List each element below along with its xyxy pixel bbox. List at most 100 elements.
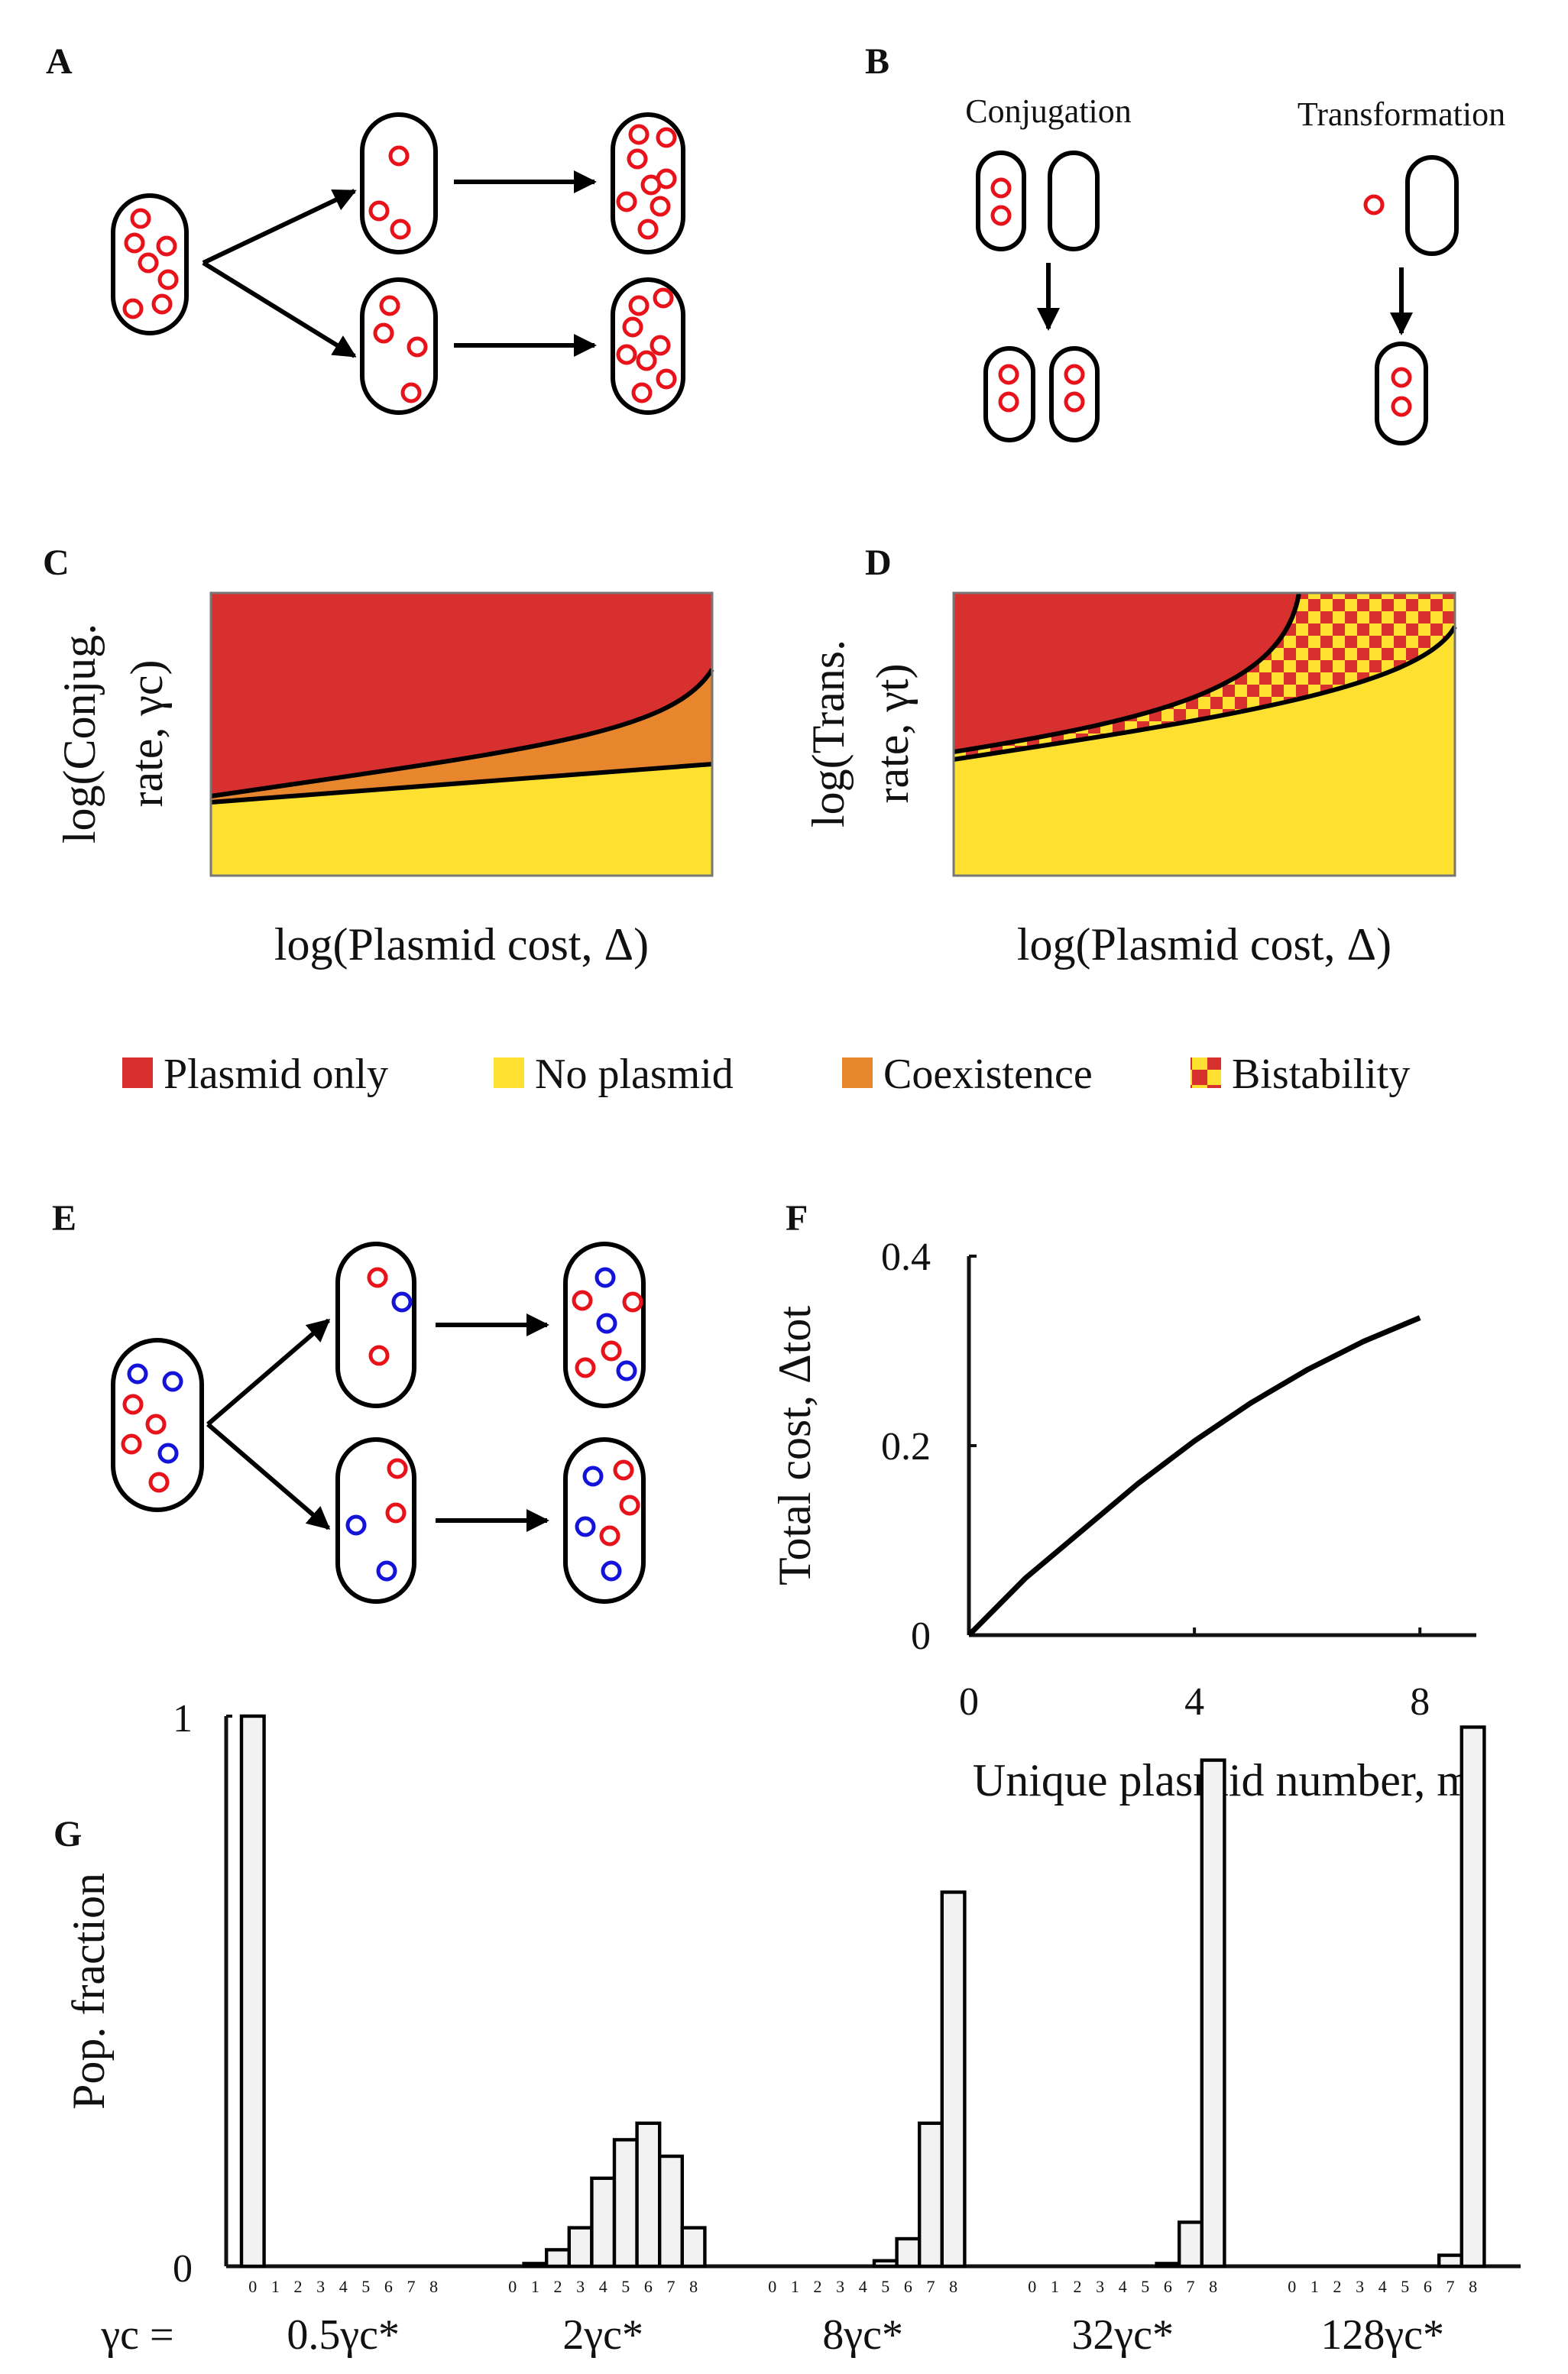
cell	[1048, 151, 1100, 251]
x-tick-label: 5	[1141, 2277, 1149, 2296]
x-tick-label: 0	[768, 2277, 776, 2296]
x-tick-label: 3	[1096, 2277, 1104, 2296]
plasmid	[130, 208, 151, 229]
group-label: 2γc*	[562, 2311, 643, 2359]
plasmid	[400, 382, 422, 403]
plasmid	[121, 1433, 142, 1455]
panel-label: B	[865, 41, 889, 82]
x-tick-label: 6	[1164, 2277, 1172, 2296]
plasmid	[1064, 391, 1085, 413]
x-tick-label: 6	[384, 2277, 393, 2296]
region	[954, 627, 1455, 876]
plasmid	[616, 191, 637, 212]
plasmid	[572, 1290, 593, 1311]
bar	[635, 2121, 662, 2269]
group-label: 0.5γc*	[287, 2311, 400, 2359]
plasmid	[148, 1472, 170, 1493]
cell	[360, 277, 438, 415]
plasmid	[998, 391, 1019, 413]
x-tick-label: 1	[791, 2277, 799, 2296]
bar	[1177, 2220, 1204, 2269]
plasmid	[622, 1291, 643, 1313]
x-tick-label: 8	[949, 2277, 957, 2296]
x-tick-label: 1	[531, 2277, 539, 2296]
plasmid	[367, 1267, 388, 1288]
plasmid	[594, 1267, 616, 1288]
legend-label: Coexistence	[883, 1051, 1093, 1098]
plasmid	[628, 295, 650, 316]
y-axis-label: rate, γc)	[121, 659, 172, 807]
legend-label: Plasmid only	[164, 1051, 388, 1098]
plasmid	[368, 1345, 390, 1366]
arrow	[202, 261, 357, 358]
plasmid	[631, 382, 653, 403]
plasmid	[157, 269, 179, 290]
x-tick-label: 8	[1209, 2277, 1217, 2296]
plasmid	[990, 205, 1012, 226]
plasmid	[990, 177, 1012, 199]
bar	[940, 1890, 967, 2269]
plasmid	[385, 1502, 407, 1524]
plasmid	[650, 196, 671, 217]
x-tick-label: 0	[508, 2277, 517, 2296]
frame	[209, 591, 714, 877]
bar	[872, 2259, 899, 2269]
plasmid	[127, 1363, 148, 1385]
group-axis-label: γc =	[100, 2311, 173, 2359]
cell	[335, 1242, 416, 1408]
legend-swatch	[842, 1057, 873, 1088]
plasmid	[1391, 396, 1412, 417]
x-tick-label: 8	[429, 2277, 438, 2296]
x-tick-label: 7	[407, 2277, 416, 2296]
phase-diagram: log(Plasmid cost, Δ) log(Conjug. rate, γ…	[54, 591, 714, 970]
y-axis-label: log(Conjug.	[54, 623, 105, 844]
plasmid	[601, 1560, 622, 1582]
plasmid	[636, 350, 657, 371]
legend-label: No plasmid	[535, 1051, 734, 1098]
y-axis-label: Pop. fraction	[63, 1873, 114, 2110]
plasmid	[407, 336, 428, 358]
x-tick-label: 4	[339, 2277, 348, 2296]
x-tick-label: 4	[599, 2277, 607, 2296]
plasmid	[575, 1516, 596, 1537]
y-tick-label: 1	[173, 1697, 193, 1741]
bar	[545, 2248, 572, 2269]
x-tick-label: 1	[271, 2277, 280, 2296]
line	[967, 1315, 1421, 1637]
x-tick-label: 6	[644, 2277, 653, 2296]
x-tick-label: 1	[1051, 2277, 1059, 2296]
plasmid	[616, 344, 637, 365]
legend-swatch	[1191, 1057, 1221, 1088]
region	[954, 593, 1455, 759]
plasmid	[599, 1525, 620, 1547]
plasmid	[124, 232, 145, 254]
y-tick-label: 0.4	[881, 1236, 931, 1279]
plasmid	[345, 1514, 367, 1536]
plasmid	[122, 1394, 144, 1415]
plasmid	[596, 1313, 617, 1334]
x-tick-label: 3	[836, 2277, 844, 2296]
x-tick-label: 3	[316, 2277, 325, 2296]
plasmid	[122, 298, 144, 319]
legend-swatch	[122, 1057, 153, 1088]
arrow	[206, 1422, 331, 1530]
group-label: 8γc*	[822, 2311, 903, 2359]
plasmid	[145, 1414, 167, 1435]
boundary	[953, 592, 1301, 754]
y-axis-label: rate, γt)	[867, 663, 918, 803]
plasmid	[162, 1371, 183, 1392]
plasmid	[653, 287, 674, 309]
x-tick-label: 0	[1288, 2277, 1296, 2296]
plasmid	[622, 316, 643, 338]
x-tick-label: 5	[361, 2277, 370, 2296]
x-tick-label: 7	[1447, 2277, 1455, 2296]
plasmid	[640, 174, 662, 196]
plasmid	[1064, 364, 1085, 385]
x-tick-label: 2	[814, 2277, 822, 2296]
plasmid	[373, 322, 394, 344]
y-axis-label: log(Trans.	[803, 640, 854, 827]
group-label: 128γc*	[1320, 2311, 1444, 2359]
x-tick-label: 4	[1119, 2277, 1127, 2296]
x-tick-label: 2	[1333, 2277, 1342, 2296]
diagram-title: Transformation	[1297, 96, 1505, 133]
